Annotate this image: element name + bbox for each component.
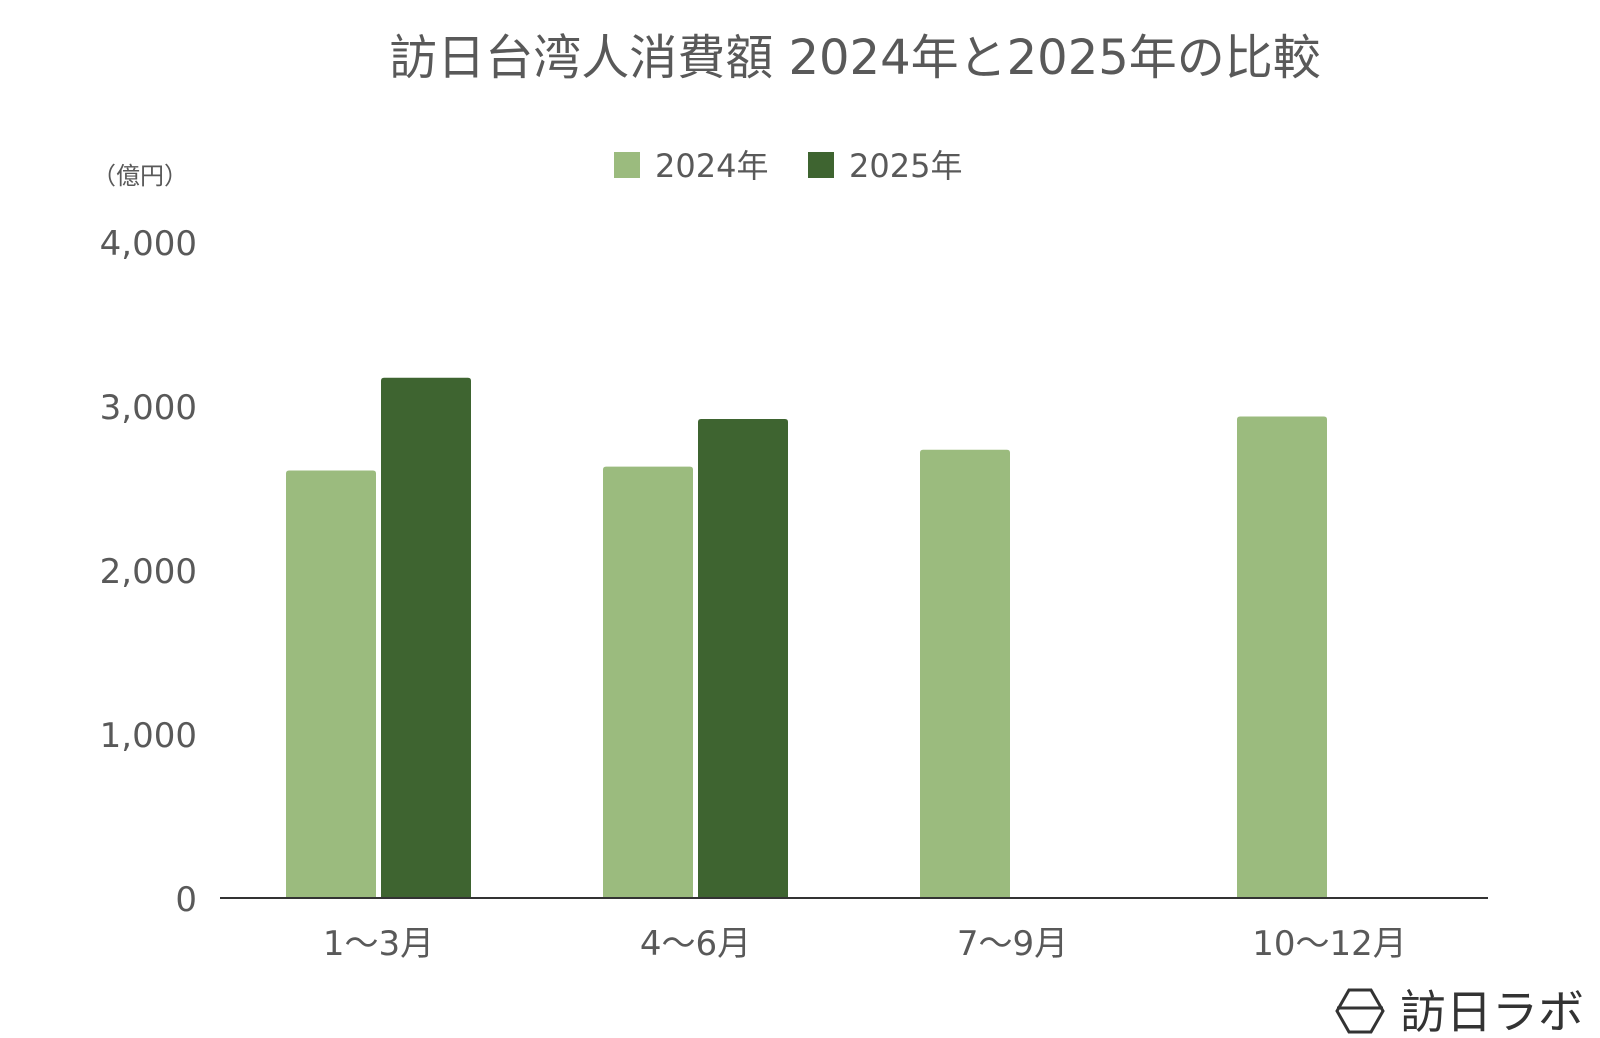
bar-series-2 bbox=[381, 377, 471, 898]
legend-swatch bbox=[614, 152, 640, 178]
y-tick-label: 1,000 bbox=[100, 716, 197, 756]
bar-series-2 bbox=[698, 418, 788, 898]
x-axis-ticks: 1～3月 4～6月 7～9月 10～12月 bbox=[323, 924, 1407, 964]
bar-series-1 bbox=[1237, 416, 1327, 898]
brand-name: 訪日ラボ bbox=[1400, 985, 1584, 1038]
brand-logo: 訪日ラボ bbox=[1335, 985, 1584, 1038]
x-tick-label: 1～3月 bbox=[323, 924, 434, 964]
bar-series-1 bbox=[286, 470, 376, 898]
legend-label: 2025年 bbox=[849, 147, 962, 185]
bar-series-1 bbox=[920, 449, 1010, 898]
x-tick-label: 10～12月 bbox=[1252, 924, 1407, 964]
y-axis-unit-label: （億円） bbox=[92, 162, 188, 190]
bars bbox=[286, 377, 1327, 898]
chart-title: 訪日台湾人消費額 2024年と2025年の比較 bbox=[389, 30, 1321, 86]
x-tick-label: 7～9月 bbox=[957, 924, 1068, 964]
y-axis-ticks: 0 1,000 2,000 3,000 4,000 bbox=[100, 224, 197, 920]
legend: 2024年 2025年 bbox=[614, 147, 962, 185]
hexagon-logo-icon bbox=[1335, 988, 1385, 1034]
y-tick-label: 4,000 bbox=[100, 224, 197, 264]
legend-label: 2024年 bbox=[655, 147, 768, 185]
bar-series-1 bbox=[603, 466, 693, 898]
y-tick-label: 0 bbox=[175, 880, 197, 920]
x-tick-label: 4～6月 bbox=[640, 924, 751, 964]
legend-swatch bbox=[808, 152, 834, 178]
y-tick-label: 2,000 bbox=[100, 552, 197, 592]
y-tick-label: 3,000 bbox=[100, 388, 197, 428]
